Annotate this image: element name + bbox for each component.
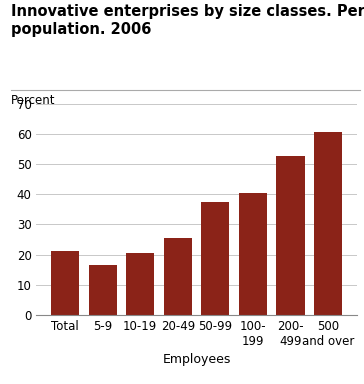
Bar [239, 193, 267, 315]
Bar [201, 202, 229, 315]
Bar [276, 157, 305, 315]
Bar [314, 132, 342, 315]
Bar [164, 238, 192, 315]
Bar [126, 253, 154, 315]
Bar [51, 251, 79, 315]
Text: Innovative enterprises by size classes. Per cent of
population. 2006: Innovative enterprises by size classes. … [11, 4, 364, 38]
X-axis label: Employees: Employees [162, 353, 231, 366]
Bar [88, 265, 117, 315]
Text: Percent: Percent [11, 94, 55, 107]
